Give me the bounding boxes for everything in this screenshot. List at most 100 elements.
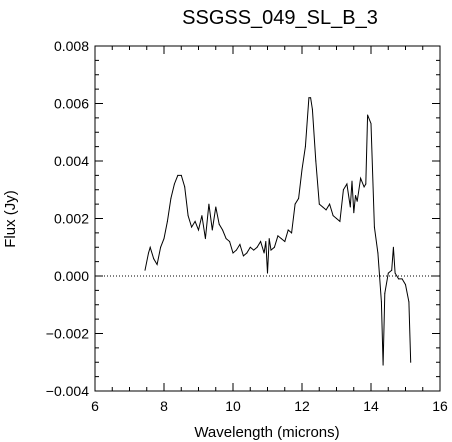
- data-point: [184, 186, 186, 188]
- data-point: [256, 246, 258, 248]
- data-point: [242, 255, 244, 257]
- data-point: [284, 241, 286, 242]
- data-point: [163, 238, 165, 240]
- data-point: [401, 278, 403, 280]
- data-point: [351, 180, 353, 182]
- data-point: [273, 246, 275, 248]
- data-point: [148, 252, 149, 254]
- y-tick-label: −0.004: [46, 383, 89, 399]
- data-point: [232, 252, 234, 254]
- data-point: [287, 229, 289, 231]
- x-axis-label: Wavelength (microns): [194, 424, 339, 441]
- data-point: [387, 272, 389, 274]
- data-point: [301, 169, 303, 171]
- data-point: [208, 203, 210, 205]
- data-point: [346, 183, 348, 185]
- y-axis-label: Flux (Jy): [2, 190, 19, 248]
- data-point: [356, 200, 358, 202]
- data-point: [365, 183, 367, 185]
- data-point: [277, 235, 279, 237]
- data-point: [144, 269, 146, 271]
- y-tick-label: 0.006: [54, 96, 89, 112]
- flux-series-line: [144, 97, 412, 366]
- data-point: [310, 97, 312, 99]
- data-point: [342, 189, 344, 191]
- y-tick-label: 0.008: [54, 38, 89, 54]
- data-point: [218, 223, 220, 225]
- data-point: [253, 249, 255, 251]
- data-point: [215, 206, 217, 208]
- data-point: [398, 278, 400, 280]
- data-point: [355, 195, 356, 196]
- series-points: [144, 97, 412, 366]
- data-point: [349, 206, 351, 208]
- data-point: [263, 252, 265, 254]
- data-point: [392, 246, 394, 248]
- x-tick-label: 12: [294, 398, 310, 414]
- data-point: [249, 246, 251, 248]
- data-point: [360, 177, 362, 179]
- data-point: [260, 241, 262, 242]
- data-point: [408, 301, 410, 303]
- data-point: [173, 183, 175, 185]
- data-point: [222, 229, 224, 231]
- data-point: [268, 238, 270, 240]
- data-point: [394, 272, 396, 274]
- data-point: [382, 364, 384, 366]
- data-point: [211, 229, 213, 231]
- data-point: [280, 238, 282, 240]
- data-point: [239, 243, 241, 245]
- data-point: [246, 252, 248, 254]
- data-point: [315, 160, 317, 162]
- data-point: [384, 292, 386, 294]
- data-point: [149, 246, 151, 248]
- data-point: [318, 203, 320, 205]
- data-point: [311, 108, 313, 110]
- x-tick-label: 16: [432, 398, 448, 414]
- data-point: [329, 203, 331, 205]
- data-point: [187, 215, 189, 217]
- data-point: [373, 226, 375, 228]
- data-point: [410, 361, 412, 363]
- data-point: [229, 241, 231, 242]
- data-point: [304, 146, 306, 148]
- data-point: [153, 258, 155, 260]
- x-tick-label: 6: [91, 398, 99, 414]
- data-point: [298, 197, 300, 199]
- data-point: [191, 226, 193, 228]
- data-point: [308, 97, 310, 99]
- data-point: [380, 301, 382, 303]
- data-point: [180, 174, 182, 176]
- plot-frame: [94, 45, 441, 392]
- y-axis: −0.004 −0.002 0.000 0.002 0.004 0.006 0.008: [46, 38, 440, 399]
- data-point: [177, 174, 179, 176]
- data-point: [336, 218, 337, 219]
- data-point: [194, 220, 196, 222]
- x-tick-label: 14: [363, 398, 379, 414]
- data-point: [363, 186, 365, 188]
- data-point: [391, 269, 393, 271]
- data-point: [225, 238, 227, 240]
- data-point: [322, 206, 324, 208]
- chart-title: SSGSS_049_SL_B_3: [182, 7, 378, 29]
- data-point: [291, 232, 293, 234]
- data-point: [367, 114, 369, 116]
- y-tick-label: 0.004: [54, 153, 89, 169]
- data-point: [377, 252, 379, 254]
- data-point: [166, 220, 168, 222]
- y-tick-label: 0.000: [54, 268, 89, 284]
- data-point: [405, 284, 406, 286]
- data-point: [370, 123, 372, 125]
- data-point: [265, 241, 267, 242]
- data-point: [198, 229, 199, 231]
- data-point: [204, 238, 206, 240]
- data-point: [332, 215, 334, 217]
- x-tick-label: 10: [225, 398, 241, 414]
- x-tick-label: 8: [160, 398, 168, 414]
- data-point: [294, 203, 296, 205]
- data-point: [201, 215, 203, 217]
- data-point: [267, 272, 268, 274]
- data-point: [156, 264, 158, 265]
- y-tick-label: −0.002: [46, 326, 89, 342]
